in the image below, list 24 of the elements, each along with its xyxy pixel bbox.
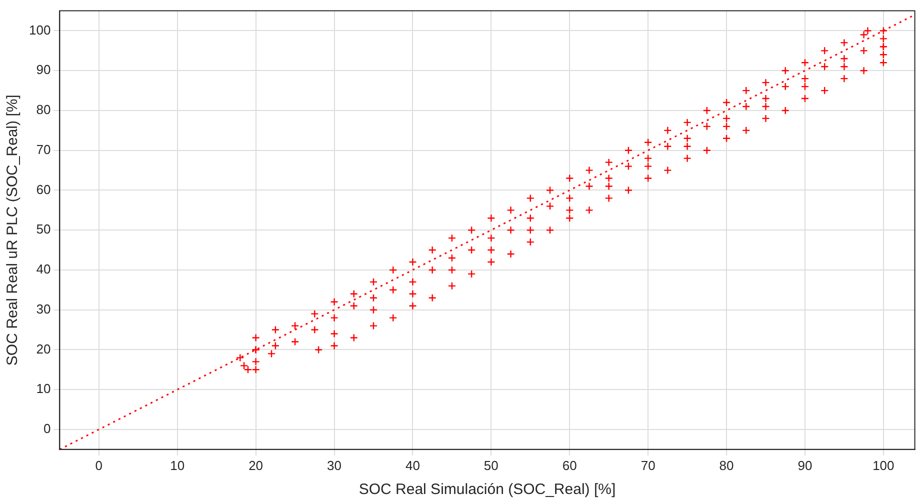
x-tick-label: 80 <box>719 458 734 473</box>
x-tick-label: 20 <box>248 458 264 473</box>
x-tick-label: 0 <box>95 458 103 473</box>
x-axis-title: SOC Real Simulación (SOC_Real) [%] <box>358 481 616 498</box>
y-tick-label: 60 <box>36 182 51 197</box>
y-tick-label: 50 <box>36 222 51 237</box>
y-axis-title: SOC Real Real uR PLC (SOC_Real) [%] <box>4 94 22 366</box>
x-tick-label: 50 <box>484 458 498 473</box>
y-tick-label: 90 <box>36 62 51 78</box>
y-tick-label: 20 <box>36 341 51 356</box>
y-tick-label: 70 <box>36 142 51 157</box>
x-tick-label: 60 <box>562 458 577 473</box>
x-tick-label: 70 <box>640 458 656 473</box>
y-tick-label: 30 <box>36 301 51 316</box>
x-tick-label: 40 <box>405 458 420 473</box>
x-tick-label: 30 <box>327 458 342 473</box>
y-tick-label: 0 <box>43 421 51 436</box>
y-tick-label: 10 <box>36 381 51 396</box>
y-tick-label: 80 <box>36 102 51 118</box>
x-tick-label: 10 <box>170 458 185 473</box>
x-tick-label: 100 <box>872 458 894 473</box>
y-tick-label: 100 <box>28 22 51 38</box>
x-tick-label: 90 <box>798 458 812 473</box>
y-tick-label: 40 <box>36 262 51 277</box>
